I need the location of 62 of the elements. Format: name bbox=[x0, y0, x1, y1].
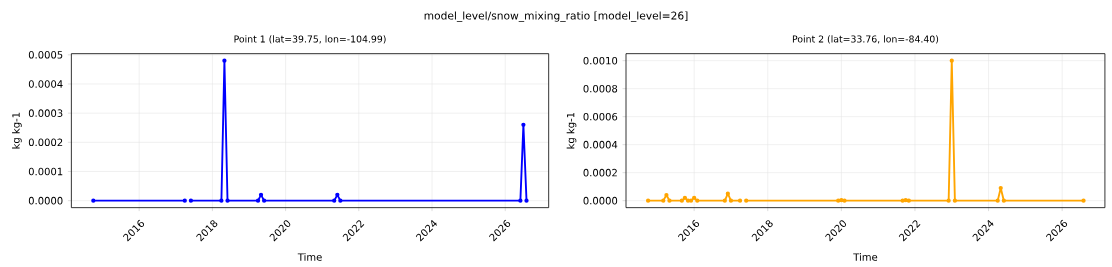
point bbox=[91, 198, 96, 203]
point bbox=[338, 198, 343, 203]
point bbox=[836, 198, 841, 203]
x-axis-title: Time bbox=[297, 253, 322, 261]
point bbox=[332, 198, 337, 203]
y-tick-label: 0.0000 bbox=[28, 196, 63, 205]
y-tick-label: 0.0002 bbox=[583, 168, 617, 177]
point bbox=[728, 198, 734, 203]
point bbox=[688, 198, 694, 203]
point bbox=[258, 192, 264, 197]
point bbox=[225, 198, 230, 203]
y-axis-title: kg kg-1 bbox=[12, 112, 22, 149]
point bbox=[900, 198, 905, 203]
point bbox=[695, 198, 700, 203]
y-tick-label: 0.0006 bbox=[583, 112, 618, 121]
point bbox=[692, 195, 697, 200]
x-axis-title: Time bbox=[853, 253, 878, 261]
point bbox=[664, 192, 669, 198]
point bbox=[839, 198, 844, 203]
point bbox=[222, 58, 227, 63]
point bbox=[903, 198, 908, 203]
point bbox=[949, 58, 954, 63]
point bbox=[725, 191, 730, 196]
y-tick-label: 0.0005 bbox=[28, 51, 63, 59]
point bbox=[842, 198, 847, 203]
point bbox=[679, 198, 684, 203]
y-axis-title: kg kg-1 bbox=[566, 112, 577, 149]
y-tick-label: 0.0004 bbox=[583, 140, 618, 149]
y-tick-label: 0.0004 bbox=[28, 80, 63, 88]
point bbox=[261, 198, 267, 203]
point bbox=[1081, 198, 1086, 203]
point bbox=[518, 198, 523, 203]
point bbox=[685, 198, 691, 203]
chart-title: Point 1 (lat=39.75, lon=-104.99) bbox=[234, 35, 386, 44]
y-tick-label: 0.0008 bbox=[583, 84, 618, 93]
point bbox=[188, 198, 194, 203]
chart-title: Point 2 (lat=33.76, lon=-84.40) bbox=[792, 35, 939, 44]
point bbox=[524, 198, 529, 203]
point bbox=[946, 198, 951, 203]
point bbox=[521, 122, 526, 127]
point bbox=[995, 198, 1000, 203]
y-tick-label: 0.0010 bbox=[583, 56, 618, 65]
point bbox=[998, 185, 1003, 191]
point bbox=[1001, 198, 1006, 203]
point bbox=[682, 195, 688, 200]
point bbox=[219, 198, 224, 203]
point bbox=[335, 192, 340, 197]
point bbox=[737, 198, 743, 203]
text: model_level/snow_mixing_ratio [model_level=26] bbox=[424, 11, 688, 22]
y-tick-label: 0.0003 bbox=[28, 109, 63, 117]
point bbox=[952, 198, 958, 203]
point bbox=[661, 198, 666, 203]
point bbox=[744, 198, 749, 203]
point bbox=[645, 198, 651, 203]
y-tick-label: 0.0002 bbox=[28, 138, 63, 147]
point bbox=[667, 198, 672, 203]
y-tick-label: 0.0001 bbox=[28, 167, 63, 176]
point bbox=[722, 198, 727, 203]
y-tick-label: 0.0000 bbox=[583, 196, 618, 205]
point bbox=[906, 198, 911, 203]
point bbox=[255, 198, 261, 203]
point bbox=[182, 198, 187, 203]
